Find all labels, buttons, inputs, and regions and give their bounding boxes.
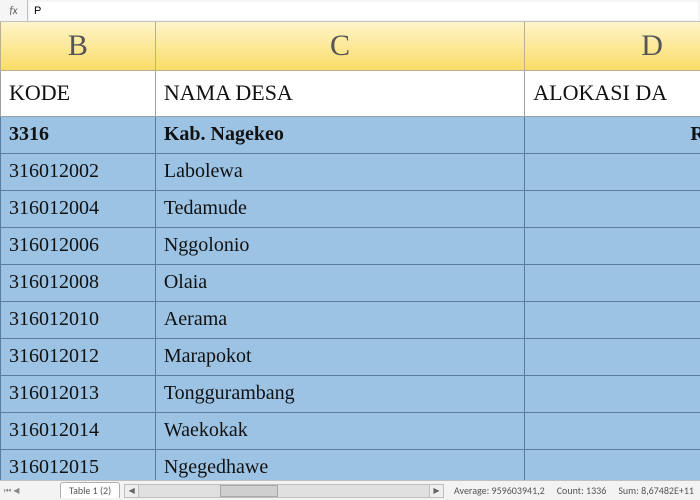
table-row: 3316Kab. NagekeoRp53.932 [1, 116, 700, 153]
cell-nama[interactable]: Tedamude [155, 190, 524, 227]
column-header-d[interactable]: D [525, 22, 700, 70]
cell-kode[interactable]: 316012015 [1, 449, 156, 480]
cell-alokasi[interactable]: Rp53.932 [525, 116, 700, 153]
cell-alokasi[interactable]: Rp60 [525, 227, 700, 264]
cell-alokasi[interactable]: Rp74 [525, 301, 700, 338]
cell-nama[interactable]: Tonggurambang [155, 375, 524, 412]
cell-alokasi[interactable]: Rp60 [525, 375, 700, 412]
column-header-row: B C D [1, 22, 700, 70]
cell-nama[interactable]: Olaia [155, 264, 524, 301]
cell-kode[interactable]: 316012013 [1, 375, 156, 412]
table-row: 316012006NggolonioRp60 [1, 227, 700, 264]
cell-nama[interactable]: Labolewa [155, 153, 524, 190]
table-row: 316012004TedamudeRp54 [1, 190, 700, 227]
cell-kode[interactable]: 3316 [1, 116, 156, 153]
table-row: 316012010AeramaRp74 [1, 301, 700, 338]
cell-alokasi[interactable]: Rp60 [525, 264, 700, 301]
table-row: 316012008OlaiaRp60 [1, 264, 700, 301]
table-row: 316012013TonggurambangRp60 [1, 375, 700, 412]
table-row: 316012002LabolewaRp60 [1, 153, 700, 190]
status-bar: ⏮ ◀ Table 1 (2) ◀ ▶ Average: 959603941,2… [0, 480, 700, 500]
cell-alokasi[interactable]: Rp54 [525, 190, 700, 227]
cell-alokasi[interactable]: Rp60 [525, 338, 700, 375]
cell-nama[interactable]: Ngegedhawe [155, 449, 524, 480]
status-count: Count: 1336 [551, 484, 613, 497]
spreadsheet-grid[interactable]: B C D KODE NAMA DESA ALOKASI DA 3316Kab.… [0, 22, 700, 480]
title-nama-desa[interactable]: NAMA DESA [155, 70, 524, 116]
cell-nama[interactable]: Aerama [155, 301, 524, 338]
tab-prev-icon[interactable]: ◀ [13, 486, 19, 496]
cell-kode[interactable]: 316012008 [1, 264, 156, 301]
sheet-tab[interactable]: Table 1 (2) [60, 482, 120, 498]
scroll-right-icon[interactable]: ▶ [429, 485, 443, 497]
cell-kode[interactable]: 316012014 [1, 412, 156, 449]
cell-alokasi[interactable]: Rp60 [525, 153, 700, 190]
formula-input[interactable] [30, 2, 698, 20]
cell-kode[interactable]: 316012010 [1, 301, 156, 338]
tab-nav[interactable]: ⏮ ◀ [0, 486, 30, 496]
cell-nama[interactable]: Kab. Nagekeo [155, 116, 524, 153]
grid-table: B C D KODE NAMA DESA ALOKASI DA 3316Kab.… [0, 22, 700, 480]
title-row: KODE NAMA DESA ALOKASI DA [1, 70, 700, 116]
cell-kode[interactable]: 316012004 [1, 190, 156, 227]
cell-alokasi[interactable]: Rp60 [525, 412, 700, 449]
cell-kode[interactable]: 316012006 [1, 227, 156, 264]
table-row: 316012012MarapokotRp60 [1, 338, 700, 375]
formula-bar: fx [0, 0, 700, 22]
status-average: Average: 959603941,2 [448, 484, 551, 497]
table-row: 316012015NgegedhaweRp54 [1, 449, 700, 480]
title-alokasi[interactable]: ALOKASI DA [525, 70, 700, 116]
scroll-thumb[interactable] [220, 485, 277, 497]
cell-kode[interactable]: 316012012 [1, 338, 156, 375]
tab-first-icon[interactable]: ⏮ [4, 486, 11, 496]
cell-nama[interactable]: Nggolonio [155, 227, 524, 264]
cell-alokasi[interactable]: Rp54 [525, 449, 700, 480]
table-row: 316012014WaekokakRp60 [1, 412, 700, 449]
cell-kode[interactable]: 316012002 [1, 153, 156, 190]
cell-nama[interactable]: Marapokot [155, 338, 524, 375]
status-sum: Sum: 8,67482E+11 [612, 484, 700, 497]
column-header-c[interactable]: C [155, 22, 524, 70]
title-kode[interactable]: KODE [1, 70, 156, 116]
column-header-b[interactable]: B [1, 22, 156, 70]
horizontal-scrollbar[interactable]: ◀ ▶ [124, 484, 444, 498]
cell-nama[interactable]: Waekokak [155, 412, 524, 449]
scroll-left-icon[interactable]: ◀ [125, 485, 139, 497]
fx-label: fx [0, 0, 28, 21]
